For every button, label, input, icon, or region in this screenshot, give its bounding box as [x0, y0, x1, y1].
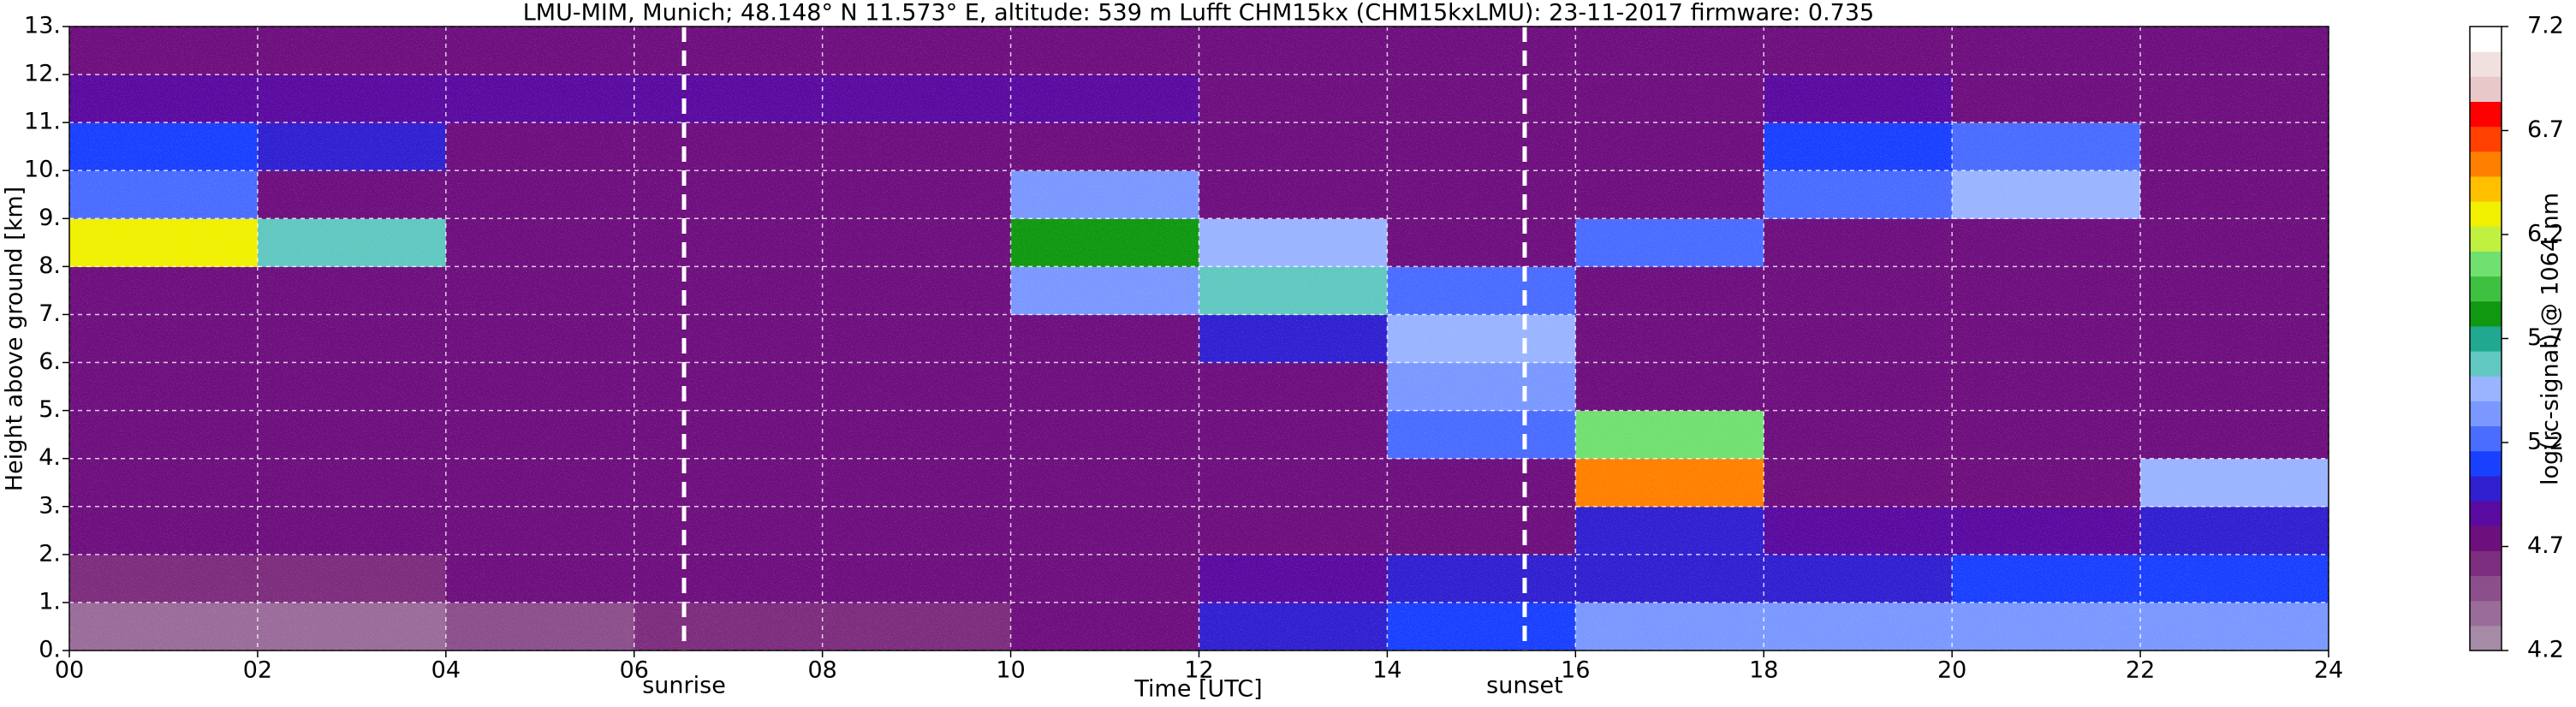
x-tick-label: 16: [1561, 657, 1590, 684]
chart-title: LMU-MIM, Munich; 48.148° N 11.573° E, al…: [523, 0, 1874, 27]
colorbar-swatch: [2470, 526, 2502, 551]
colorbar-tick-label: 4.2: [2527, 637, 2564, 663]
colorbar-tick-label: 5.2: [2527, 429, 2564, 455]
y-tick-label: 11.: [24, 109, 61, 135]
colorbar-swatch: [2470, 300, 2502, 327]
colorbar-swatch: [2470, 226, 2502, 252]
y-tick-label: 8.: [39, 253, 61, 279]
y-tick-label: 12.: [24, 61, 61, 87]
colorbar-swatch: [2470, 201, 2502, 227]
colorbar-tick-label: 7.2: [2527, 13, 2564, 39]
y-tick-label: 2.: [39, 540, 61, 567]
x-tick-label: 06: [620, 657, 649, 684]
y-tick-label: 6.: [39, 348, 61, 375]
x-tick-label: 04: [431, 657, 461, 684]
x-tick-label: 10: [996, 657, 1025, 684]
y-tick-label: 13.: [24, 13, 61, 39]
x-tick-label: 22: [2126, 657, 2155, 684]
colorbar-label: log(rc-signal) @ 1064 nm: [2537, 193, 2564, 485]
colorbar-swatch: [2470, 376, 2502, 401]
y-tick-label: 0.: [39, 637, 61, 663]
colorbar-swatch: [2470, 251, 2502, 277]
colorbar-swatch: [2470, 27, 2502, 52]
colorbar-swatch: [2470, 325, 2502, 352]
colorbar-swatch: [2470, 51, 2502, 77]
colorbar-swatch: [2470, 450, 2502, 477]
annotation-label: sunrise: [642, 673, 726, 699]
colorbar-swatch: [2470, 475, 2502, 502]
colorbar-swatch: [2470, 575, 2502, 602]
x-tick-label: 08: [807, 657, 836, 684]
x-axis-label: Time [UTC]: [1133, 676, 1262, 703]
x-tick-label: 00: [55, 657, 84, 684]
y-tick-label: 9.: [39, 205, 61, 231]
colorbar-swatch: [2470, 550, 2502, 577]
colorbar-tick-label: 4.7: [2527, 532, 2564, 559]
colorbar-swatch: [2470, 101, 2502, 128]
y-axis-label: Height above ground [km]: [2, 187, 28, 491]
colorbar-swatch: [2470, 151, 2502, 177]
y-tick-label: 10.: [24, 157, 61, 183]
colorbar-swatch: [2470, 425, 2502, 452]
colorbar-swatch: [2470, 401, 2502, 427]
colorbar-swatch: [2470, 351, 2502, 377]
colorbar-swatch: [2470, 625, 2502, 651]
y-tick-label: 3.: [39, 492, 61, 519]
colorbar-swatch: [2470, 600, 2502, 627]
y-tick-label: 5.: [39, 396, 61, 423]
colorbar-tick-label: 5.7: [2527, 324, 2564, 351]
x-tick-label: 20: [1937, 657, 1966, 684]
colorbar-swatch: [2470, 76, 2502, 102]
x-tick-label: 24: [2314, 657, 2343, 684]
x-tick-label: 18: [1749, 657, 1778, 684]
plot-frame: [68, 26, 2329, 651]
colorbar-swatch: [2470, 175, 2502, 202]
colorbar-swatch: [2470, 276, 2502, 302]
colorbar-swatch: [2470, 501, 2502, 526]
x-tick-label: 12: [1184, 657, 1213, 684]
colorbar-tick-label: 6.2: [2527, 221, 2564, 247]
x-tick-label: 14: [1372, 657, 1401, 684]
y-tick-label: 4.: [39, 444, 61, 471]
x-tick-label: 02: [243, 657, 272, 684]
annotation-label: sunset: [1486, 673, 1563, 699]
colorbar-tick-label: 6.7: [2527, 116, 2564, 143]
y-tick-label: 1.: [39, 588, 61, 615]
colorbar-swatch: [2470, 126, 2502, 152]
y-tick-label: 7.: [39, 300, 61, 327]
